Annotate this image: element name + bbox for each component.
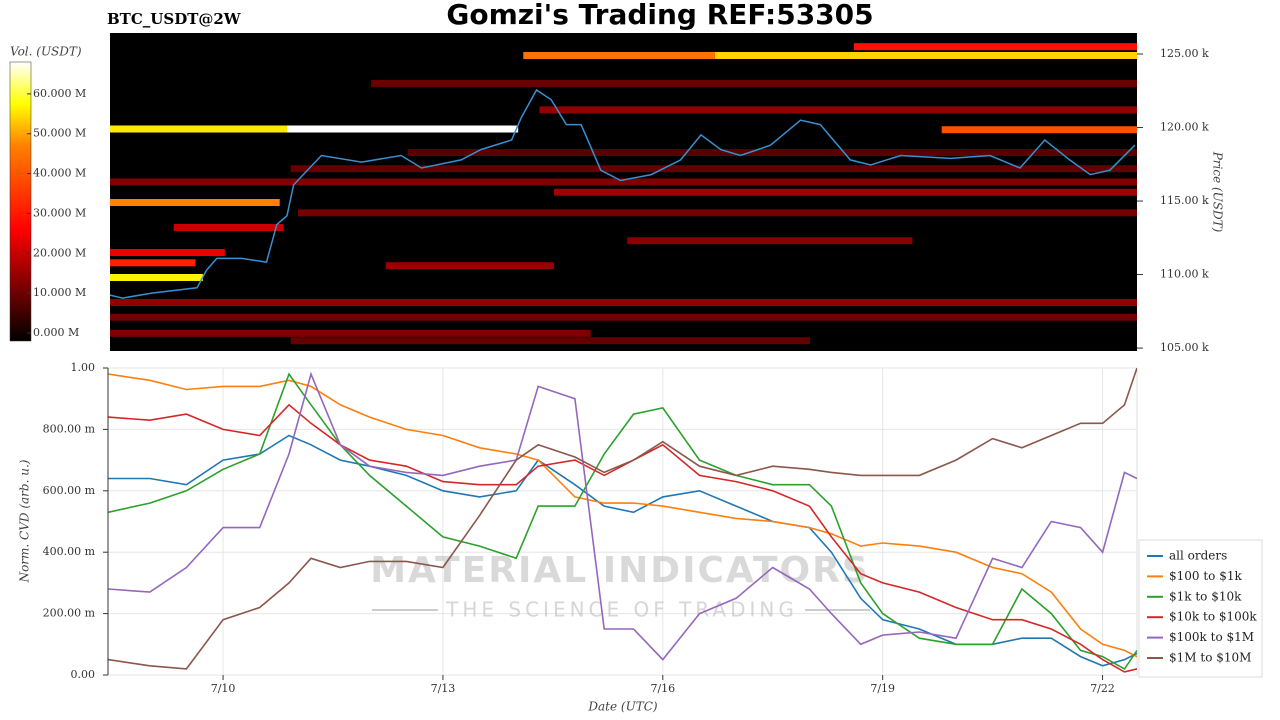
- price-axis-label: Price (USDT): [1211, 151, 1225, 233]
- colorbar-tick-label: 50.000 M: [33, 127, 86, 140]
- y-tick-label: 1.00: [71, 361, 96, 374]
- liquidity-band: [539, 106, 1137, 114]
- liquidity-band: [941, 126, 1137, 134]
- cvd-line: [108, 371, 1137, 661]
- y-tick-label: 125.00 k: [1160, 47, 1209, 60]
- price-line: [110, 88, 1136, 299]
- liquidity-band: [110, 199, 280, 207]
- legend: [1138, 539, 1263, 678]
- chart-title: Gomzi's Trading REF:53305: [446, 0, 873, 31]
- liquidity-band: [385, 262, 555, 270]
- y-tick-label: 115.00 k: [1160, 194, 1209, 207]
- liquidity-band: [110, 273, 203, 281]
- x-tick-label: 7/22: [1090, 682, 1115, 695]
- liquidity-band: [371, 79, 1137, 87]
- grid: [108, 367, 1137, 676]
- liquidity-band: [110, 329, 591, 337]
- x-axis-label: Date (UTC): [587, 700, 657, 714]
- y-axis-label: Norm. CVD (arb. u.): [18, 459, 32, 583]
- legend-label: $10k to $100k: [1169, 610, 1257, 624]
- colorbar-tick-label: 40.000 M: [33, 167, 86, 180]
- y-tick-label: 400.00 m: [43, 545, 96, 558]
- y-tick-label: 105.00 k: [1160, 341, 1209, 354]
- liquidity-band: [407, 149, 1137, 157]
- cvd-line: [108, 373, 1137, 658]
- liquidity-band: [627, 237, 913, 245]
- legend-entries: all orders $100 to $1k $1k to $10k $10k to …: [1147, 549, 1257, 665]
- cvd-line: [108, 368, 1137, 670]
- x-tick-label: 7/13: [431, 682, 456, 695]
- liquidity-band: [290, 337, 811, 345]
- y-tick-label: 200.00 m: [43, 607, 96, 620]
- liquidity-band: [173, 224, 284, 232]
- liquidity-band: [110, 178, 1137, 186]
- liquidity-band: [853, 43, 1137, 51]
- legend-label: $1k to $10k: [1169, 589, 1242, 603]
- colorbar-tick-label: 10.000 M: [33, 286, 86, 299]
- liquidity-band: [523, 51, 715, 59]
- x-tick-label: 7/19: [870, 682, 895, 695]
- y-tick-label: 110.00 k: [1160, 268, 1209, 281]
- watermark-tagline: THE SCIENCE OF TRADING: [445, 598, 798, 622]
- colorbar-tick-label: 0.000 M: [33, 326, 79, 339]
- colorbar-tick-label: 30.000 M: [33, 206, 86, 219]
- liquidity-band: [110, 313, 1137, 321]
- liquidity-band: [287, 125, 519, 133]
- chart-subtitle: BTC_USDT@2W: [107, 10, 242, 28]
- heatmap-panel: [110, 43, 1137, 345]
- y-tick-label: 800.00 m: [43, 422, 96, 435]
- legend-label: all orders: [1169, 549, 1227, 563]
- y-tick-label: 600.00 m: [43, 484, 96, 497]
- colorbar-label: Vol. (USDT): [10, 45, 82, 59]
- liquidity-band: [714, 51, 1137, 59]
- colorbar-tick-label: 60.000 M: [33, 87, 86, 100]
- legend-label: $1M to $10M: [1169, 651, 1251, 665]
- colorbar: [9, 61, 32, 342]
- liquidity-band: [297, 209, 1137, 217]
- liquidity-band: [110, 298, 1137, 306]
- liquidity-band: [110, 125, 288, 133]
- x-tick-label: 7/16: [650, 682, 675, 695]
- legend-label: $100 to $1k: [1169, 569, 1242, 583]
- cvd-line: [108, 372, 1137, 670]
- y-tick-label: 0.00: [71, 668, 96, 681]
- liquidity-band: [110, 248, 225, 256]
- colorbar-tick-label: 20.000 M: [33, 246, 86, 259]
- x-tick-label: 7/10: [211, 682, 236, 695]
- y-tick-label: 120.00 k: [1160, 121, 1209, 134]
- legend-label: $100k to $1M: [1169, 630, 1254, 644]
- liquidity-band: [290, 165, 1137, 173]
- liquidity-band: [554, 188, 1137, 196]
- line-panel: [108, 368, 1137, 673]
- liquidity-band: [110, 259, 196, 267]
- watermark: MATERIAL INDICATORS: [370, 550, 870, 591]
